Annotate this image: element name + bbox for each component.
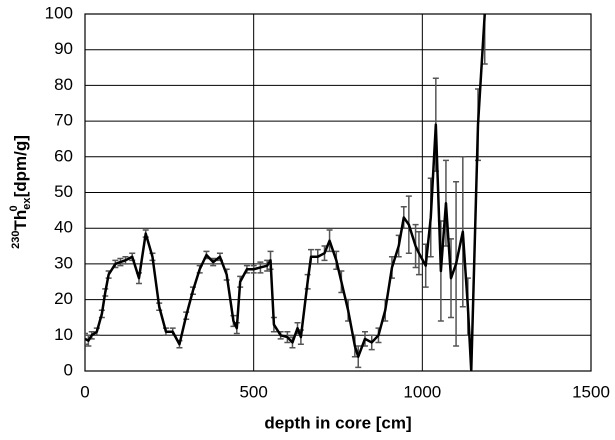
- x-axis-label: depth in core [cm]: [264, 413, 411, 432]
- y-label-main: Th: [11, 210, 30, 231]
- y-tick-label: 0: [64, 360, 73, 379]
- plot-area: [85, 14, 488, 371]
- x-tick-label: 0: [80, 382, 89, 401]
- data-line: [85, 14, 486, 371]
- y-tick-label: 10: [54, 325, 73, 344]
- y-label-pre: 230: [10, 231, 22, 249]
- error-bar: [85, 332, 88, 345]
- y-label-unit: [dpm/g]: [11, 135, 30, 197]
- plot-frame: [84, 13, 592, 372]
- y-tick-label: 90: [54, 39, 73, 58]
- y-tick-label: 80: [54, 75, 73, 94]
- y-tick-label: 70: [54, 111, 73, 130]
- y-tick-label: 20: [54, 289, 73, 308]
- y-tick-label: 50: [54, 182, 73, 201]
- y-label-sub: ex: [21, 197, 33, 210]
- x-tick-label: 1000: [403, 382, 441, 401]
- y-label-sup: 0: [8, 205, 20, 211]
- x-tick-label: 1500: [572, 382, 610, 401]
- x-tick-label: 500: [239, 382, 267, 401]
- y-axis-label: 230Thex0 [dpm/g]: [8, 135, 33, 249]
- y-tick-label: 60: [54, 146, 73, 165]
- y-tick-label: 100: [45, 3, 73, 22]
- y-tick-label: 40: [54, 218, 73, 237]
- y-tick-label: 30: [54, 253, 73, 272]
